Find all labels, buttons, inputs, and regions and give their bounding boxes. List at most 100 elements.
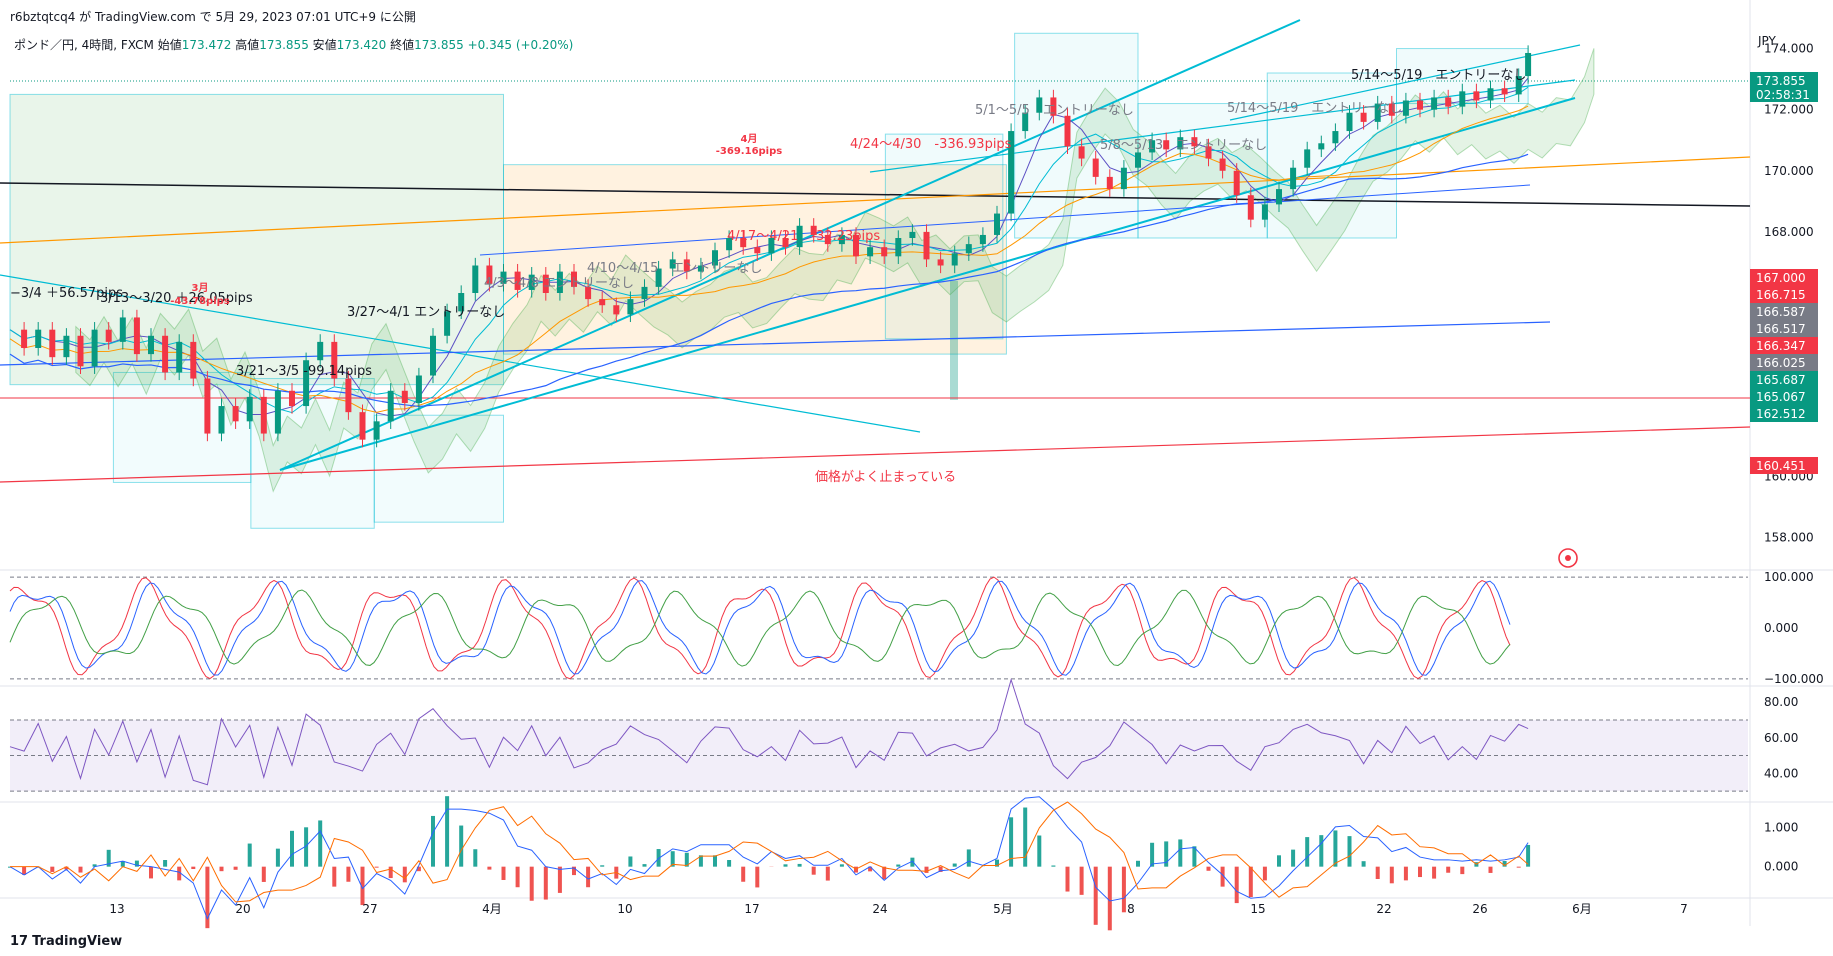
macd-histogram-bar [882,866,887,880]
volume-profile-bar [950,280,958,400]
macd-histogram-bar [1079,866,1084,895]
candle-body [994,213,1000,235]
candle-body [1092,158,1099,177]
candle-body [965,244,972,254]
annotation-label: 4/3〜4/8 エントリーなし [484,276,634,291]
macd-histogram-bar [995,859,999,867]
target-alert-icon[interactable] [1558,548,1578,568]
blue-long-line [0,321,1551,366]
stoch-tick: 0.000 [1764,621,1798,635]
candle-body [1149,140,1156,153]
macd-histogram-bar [1305,837,1310,867]
horizontal-resistance [0,182,1751,207]
macd-histogram-bar [698,855,703,867]
candle-body [514,271,521,290]
annotation-label: 4/10〜4/15 エントリーなし [587,261,762,276]
macd-histogram-bar [642,864,647,867]
price-tag-value: 162.512 [1756,407,1806,421]
candle-body [1360,112,1367,122]
macd-histogram-bar [713,855,717,867]
macd-histogram-bar [1220,866,1225,887]
macd-histogram-bar [628,856,633,867]
macd-histogram-bar [1178,839,1183,867]
macd-histogram-bar [896,864,901,867]
candle-body [641,286,648,300]
price-tick: 174.000 [1764,42,1814,56]
candle-body [204,378,211,434]
annotation-label: -43.78pips [170,296,230,307]
open-value: 173.472 [181,38,232,52]
macd-histogram-bar [670,851,675,867]
zone-box [112,371,252,483]
macd-histogram-bar [233,866,238,870]
candle-body [1191,137,1198,147]
candles [21,45,1532,448]
candle-body [768,238,775,254]
candle-body [528,274,535,290]
time-tick: 20 [235,902,250,916]
macd-histogram-bar [1375,866,1380,880]
macd-histogram-bar [1291,849,1296,867]
macd-histogram-bar [1460,866,1465,875]
change-value: +0.345 (+0.20%) [467,38,574,52]
macd-histogram-bar [1347,836,1352,867]
candle-body [1106,176,1113,190]
time-tick: 26 [1472,902,1487,916]
annotation-label: 5/14〜5/19 エントリーなし [1351,68,1526,83]
candle-body [1332,131,1339,144]
candle-body [1473,91,1480,101]
price-tick: 170.000 [1764,164,1814,178]
time-tick: 7 [1680,902,1688,916]
macd-histogram-bar [1065,866,1070,892]
ma-orange [9,105,1529,413]
macd-histogram-bar [247,843,252,867]
macd-histogram-bar [304,827,309,867]
macd-histogram-bar [219,866,224,872]
tradingview-brand[interactable]: 17 TradingView [10,934,122,949]
price-tag-box [1750,457,1818,474]
candle-body [190,341,197,379]
candle-body [1374,103,1381,122]
macd-histogram-bar [1234,866,1239,904]
candle-body [77,335,84,367]
macd-histogram-bar [797,863,802,867]
close-label: 終値 [390,38,415,52]
candle-body [21,329,28,348]
candle-body [1177,137,1184,150]
symbol-name[interactable]: ポンド／円, 4時間, FXCM [14,38,154,52]
tradingview-logo-icon: 17 [10,934,29,949]
candle-body [500,271,507,284]
annotation-label: 3/13〜3/20 ＋26.05pips [100,291,253,306]
descending-line [0,274,921,433]
candle-body [1417,100,1423,110]
candle-body [430,335,436,376]
time-axis[interactable]: 13 20 27 4月 10 17 24 5月 8 15 22 26 6月 7 [109,902,1687,916]
macd-histogram-bar [416,866,421,872]
candle-body [824,234,831,245]
stoch-d-line [9,580,1511,676]
macd-pane [8,796,1531,931]
macd-histogram-bar [501,866,506,880]
annotation-label: 5/14〜5/19 エントリーなし [1227,101,1402,116]
macd-histogram-bar [938,866,943,872]
candle-body [881,247,888,257]
annotation-label: 4/17〜4/21 -32.23pips [727,229,880,244]
price-tag-box [1750,320,1818,337]
macd-histogram-bar [1418,866,1422,878]
macd-histogram-bar [1389,866,1394,884]
macd-histogram-bar [1361,861,1366,867]
candle-body [387,390,394,422]
candle-body [1008,131,1015,214]
macd-histogram-bar [177,866,182,881]
candle-body [740,238,747,248]
macd-histogram-bar [854,866,858,873]
candle-body [415,375,422,403]
candle-body [951,253,958,266]
price-tag-value: 160.451 [1756,459,1806,473]
trend-lines [0,19,1751,483]
candle-body [909,231,916,238]
candle-body [726,238,733,251]
macd-histogram-bar [473,849,478,867]
candle-body [923,231,930,260]
